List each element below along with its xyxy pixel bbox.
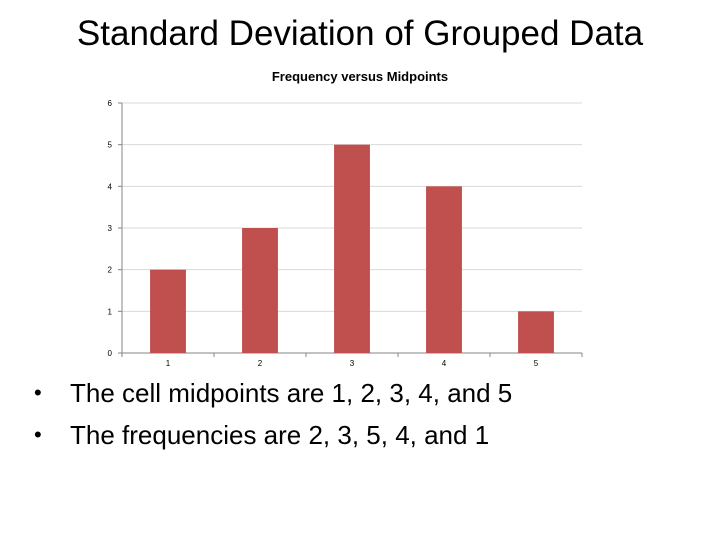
bar xyxy=(334,144,370,353)
y-tick-label: 3 xyxy=(108,224,113,233)
bullet-item: • The cell midpoints are 1, 2, 3, 4, and… xyxy=(34,372,512,414)
bullet-text: The frequencies are 2, 3, 5, 4, and 1 xyxy=(70,420,490,450)
bar xyxy=(518,311,554,353)
bullet-list: • The cell midpoints are 1, 2, 3, 4, and… xyxy=(34,372,512,456)
bullet-icon: • xyxy=(34,422,42,447)
x-tick-label: 5 xyxy=(534,359,539,368)
x-tick-label: 1 xyxy=(166,359,171,368)
y-tick-label: 6 xyxy=(108,99,113,108)
chart-title: Frequency versus Midpoints xyxy=(271,69,449,84)
bar xyxy=(242,228,278,353)
y-tick-label: 5 xyxy=(108,141,113,150)
x-tick-label: 4 xyxy=(442,359,447,368)
x-tick-label: 3 xyxy=(350,359,355,368)
bar xyxy=(426,186,462,353)
bullet-text: The cell midpoints are 1, 2, 3, 4, and 5 xyxy=(70,378,513,408)
y-tick-label: 1 xyxy=(108,307,113,316)
y-tick-label: 0 xyxy=(108,349,113,358)
y-tick-label: 4 xyxy=(108,182,113,191)
slide-title: Standard Deviation of Grouped Data xyxy=(76,14,644,53)
bullet-icon: • xyxy=(34,380,42,405)
bullet-item: • The frequencies are 2, 3, 5, 4, and 1 xyxy=(34,414,512,456)
x-tick-label: 2 xyxy=(258,359,263,368)
y-tick-label: 2 xyxy=(108,266,113,275)
bar xyxy=(150,269,186,353)
